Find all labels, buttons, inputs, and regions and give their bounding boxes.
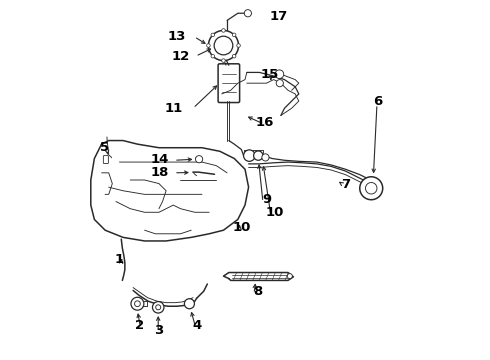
- Text: 10: 10: [265, 207, 284, 220]
- Circle shape: [232, 33, 236, 37]
- Text: 12: 12: [172, 50, 190, 63]
- Circle shape: [184, 299, 195, 309]
- FancyBboxPatch shape: [218, 64, 240, 103]
- Circle shape: [211, 33, 215, 37]
- Circle shape: [207, 44, 210, 47]
- Text: 11: 11: [164, 102, 182, 115]
- Text: 13: 13: [168, 30, 186, 43]
- Circle shape: [360, 177, 383, 200]
- Circle shape: [287, 274, 293, 279]
- Circle shape: [244, 150, 255, 161]
- Circle shape: [208, 31, 239, 60]
- Text: 15: 15: [261, 68, 279, 81]
- Text: 9: 9: [262, 193, 271, 206]
- FancyBboxPatch shape: [103, 156, 108, 163]
- Circle shape: [135, 301, 140, 307]
- Text: 18: 18: [150, 166, 169, 179]
- Circle shape: [221, 59, 225, 62]
- Circle shape: [276, 80, 283, 87]
- Text: 7: 7: [341, 178, 350, 191]
- Circle shape: [196, 156, 203, 163]
- Text: 2: 2: [135, 319, 144, 332]
- Circle shape: [245, 10, 251, 17]
- Circle shape: [214, 36, 233, 55]
- Text: 3: 3: [153, 324, 163, 337]
- Circle shape: [232, 54, 236, 58]
- Text: 17: 17: [270, 10, 288, 23]
- Circle shape: [156, 305, 161, 310]
- Circle shape: [152, 302, 164, 313]
- Text: 10: 10: [232, 221, 250, 234]
- Text: 4: 4: [192, 319, 201, 332]
- Text: 14: 14: [150, 153, 169, 166]
- Text: 16: 16: [256, 116, 274, 129]
- Circle shape: [262, 154, 269, 161]
- Circle shape: [275, 70, 284, 78]
- Text: 6: 6: [373, 95, 382, 108]
- Circle shape: [254, 151, 263, 160]
- Circle shape: [366, 183, 377, 194]
- Text: 1: 1: [114, 253, 123, 266]
- Text: 5: 5: [100, 141, 109, 154]
- Circle shape: [237, 44, 240, 47]
- Text: 8: 8: [253, 285, 262, 298]
- Circle shape: [211, 54, 215, 58]
- Circle shape: [221, 29, 225, 32]
- Circle shape: [131, 297, 144, 310]
